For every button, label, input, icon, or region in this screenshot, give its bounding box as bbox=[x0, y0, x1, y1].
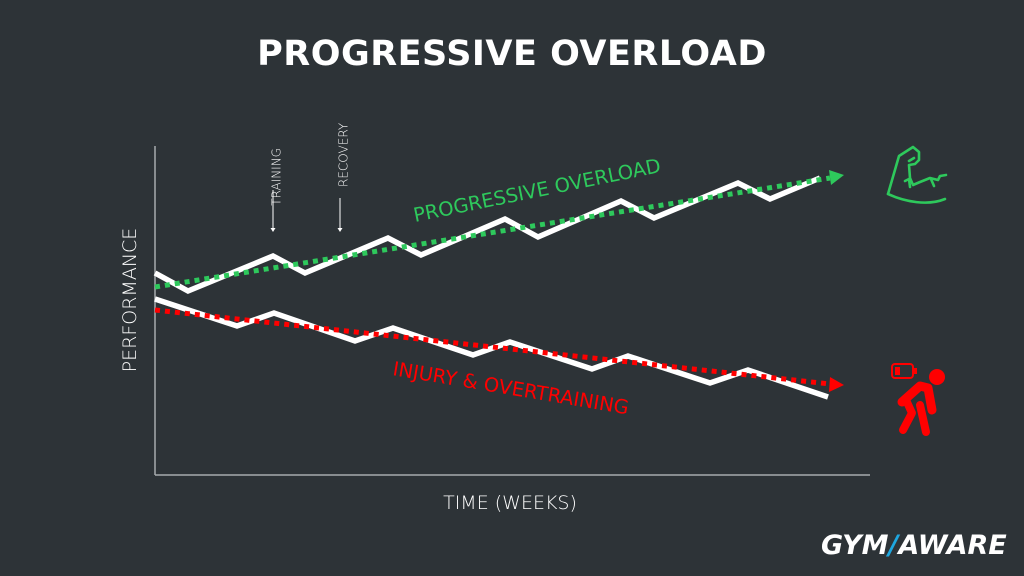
progressive-performance-line bbox=[153, 175, 822, 295]
x-axis-label: TIME (WEEKS) bbox=[443, 492, 577, 514]
progressive-overload-label: PROGRESSIVE OVERLOAD bbox=[411, 154, 662, 227]
injury-trend-line bbox=[154, 307, 831, 387]
recovery-annotation: RECOVERY bbox=[337, 122, 351, 187]
training-annotation: TRAINING bbox=[270, 148, 284, 206]
gymaware-logo: GYM/AWARE bbox=[821, 530, 1007, 561]
logo-text-aware: AWARE bbox=[898, 530, 1007, 561]
logo-slash: / bbox=[888, 530, 899, 561]
progressive-trend-line bbox=[154, 175, 831, 290]
progressive-arrow-head bbox=[829, 170, 844, 185]
logo-text-gym: GYM bbox=[821, 530, 889, 561]
page-title: PROGRESSIVE OVERLOAD bbox=[257, 34, 767, 74]
y-axis-label: PERFORMANCE bbox=[119, 228, 141, 373]
injury-arrow-head bbox=[829, 377, 844, 392]
overtraining-performance-line bbox=[154, 296, 829, 400]
exhausted-person-icon bbox=[891, 363, 945, 436]
flexed-bicep-icon bbox=[886, 145, 948, 204]
